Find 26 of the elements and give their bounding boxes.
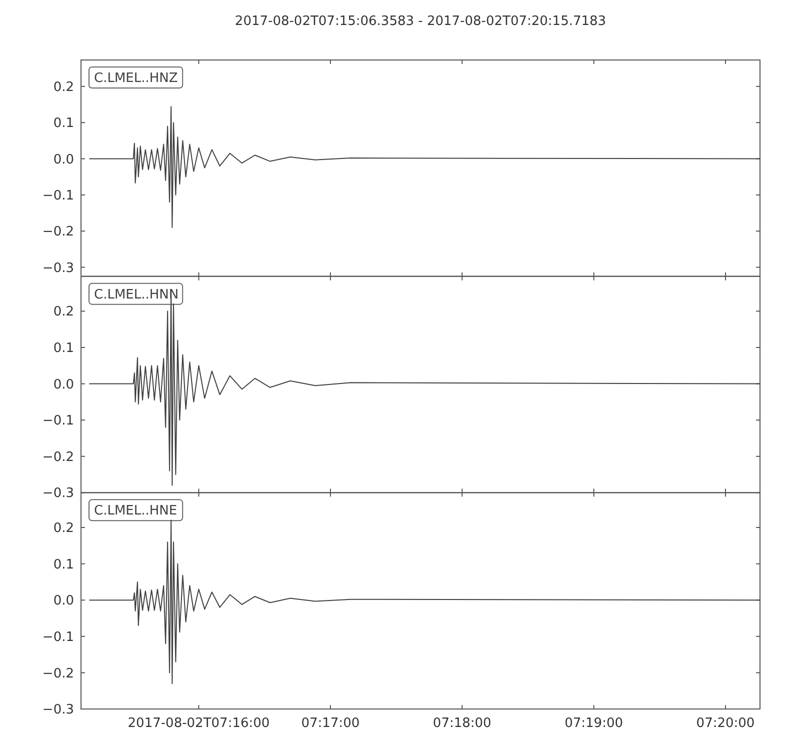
y-tick-label: −0.2 xyxy=(42,224,74,240)
y-tick-label: 0.0 xyxy=(53,152,74,168)
y-tick-label: −0.3 xyxy=(42,702,74,718)
y-tick-label: −0.1 xyxy=(42,188,74,204)
y-tick-label: −0.1 xyxy=(42,630,74,645)
x-tick-label: 07:19:00 xyxy=(564,716,624,731)
y-tick-label: 0.1 xyxy=(53,341,74,356)
chart-title: 2017-08-02T07:15:06.3583 - 2017-08-02T07:20:15.7183 xyxy=(234,14,606,29)
y-tick-label: −0.1 xyxy=(42,414,74,429)
x-tick-label: 07:17:00 xyxy=(301,716,360,731)
x-tick-label: 07:18:00 xyxy=(432,716,492,731)
series-label: C.LMEL..HNZ xyxy=(94,71,178,86)
y-tick-label: 0.2 xyxy=(53,80,74,95)
x-tick-label: 2017-08-02T07:16:00 xyxy=(128,716,270,731)
y-tick-label: −0.3 xyxy=(42,486,74,502)
y-tick-label: 0.0 xyxy=(53,377,74,392)
y-tick-label: 0.1 xyxy=(53,557,74,572)
series-label: C.LMEL..HNE xyxy=(94,504,178,519)
x-tick-label: 07:20:00 xyxy=(696,716,755,731)
y-tick-label: −0.2 xyxy=(42,450,74,465)
y-tick-label: −0.2 xyxy=(42,666,74,682)
y-tick-label: 0.0 xyxy=(53,594,74,609)
y-tick-label: 0.1 xyxy=(53,116,74,132)
y-tick-label: 0.2 xyxy=(53,304,74,320)
y-tick-label: −0.3 xyxy=(42,260,74,276)
y-tick-label: 0.2 xyxy=(53,521,74,536)
